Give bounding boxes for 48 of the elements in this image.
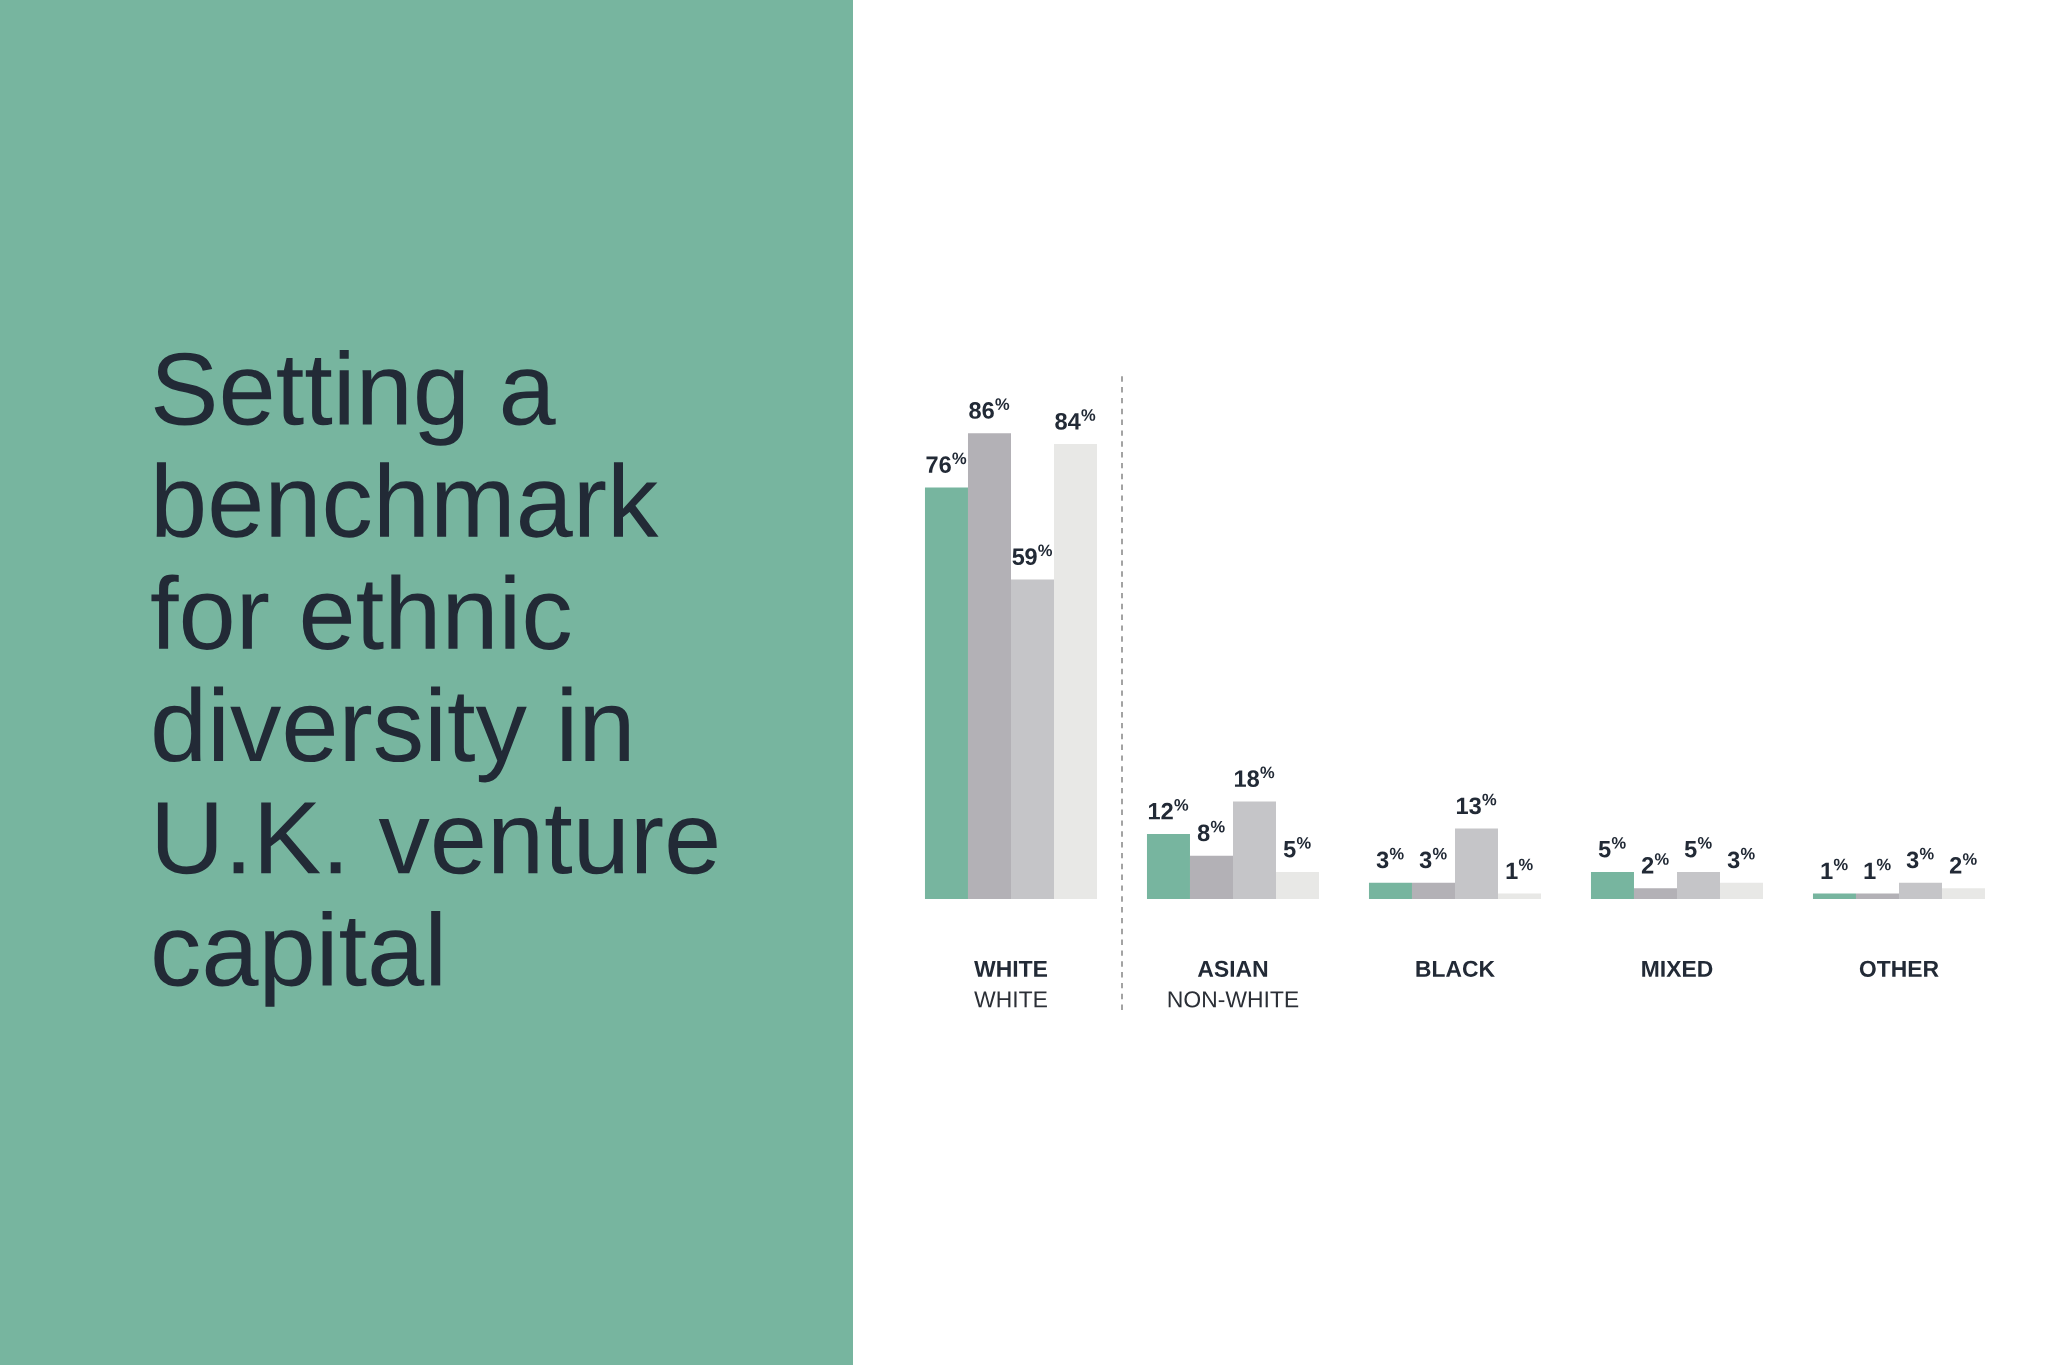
data-label: 1$^{%}$ <box>1506 858 1533 879</box>
text: Setting a benchmark for ethnic diversity in U.K. venture capital <box>151 350 717 1007</box>
data-label: 84$^{%}$ <box>1055 409 1096 430</box>
data-label: 5$^{%}$ <box>1598 837 1626 858</box>
bar <box>1812 893 1856 899</box>
data-label: 3$^{%}$ <box>1727 847 1755 869</box>
bar <box>1146 834 1190 899</box>
data-label: 5$^{%}$ <box>1684 837 1712 858</box>
bar <box>1233 801 1277 899</box>
bar <box>1011 579 1055 899</box>
data-label: 3$^{%}$ <box>1419 847 1447 869</box>
text: WHITE <box>974 991 1047 1008</box>
x-tick-label: MIXED <box>1642 960 1713 977</box>
x-tick-label: BLACK <box>1416 960 1495 977</box>
data-label: 76$^{%}$ <box>926 452 967 473</box>
x-tick-label: WHITE <box>974 960 1048 977</box>
bar <box>967 433 1011 899</box>
bar <box>1054 444 1098 899</box>
text: NON-WHITE <box>1168 991 1299 1008</box>
bar <box>1899 882 1943 899</box>
bar <box>1720 882 1764 899</box>
bar <box>1677 871 1721 899</box>
data-label: 18$^{%}$ <box>1234 766 1275 788</box>
bar <box>1368 882 1412 899</box>
bar <box>1455 828 1499 899</box>
bar <box>1276 871 1320 899</box>
data-label: 86$^{%}$ <box>969 398 1010 419</box>
data-label: 1$^{%}$ <box>1864 858 1891 879</box>
data-label: 8$^{%}$ <box>1197 820 1225 842</box>
x-tick-label: OTHER <box>1859 960 1939 977</box>
bar <box>924 487 968 899</box>
data-label: 5$^{%}$ <box>1283 837 1311 858</box>
data-label: 2$^{%}$ <box>1949 853 1977 874</box>
data-label: 13$^{%}$ <box>1456 793 1497 815</box>
data-label: 12$^{%}$ <box>1148 799 1189 820</box>
data-label: 3$^{%}$ <box>1376 847 1404 869</box>
data-label: 3$^{%}$ <box>1906 847 1934 869</box>
data-label: 1$^{%}$ <box>1821 858 1848 879</box>
data-label: 2$^{%}$ <box>1641 853 1669 874</box>
bar <box>1590 871 1634 899</box>
data-label: 59$^{%}$ <box>1012 544 1053 566</box>
bar <box>1633 888 1677 899</box>
x-tick-label: ASIAN <box>1197 960 1268 977</box>
bar <box>1189 855 1233 899</box>
bar <box>1855 893 1899 899</box>
bar <box>1942 888 1986 899</box>
bar <box>1411 882 1455 899</box>
bar <box>1498 893 1542 899</box>
